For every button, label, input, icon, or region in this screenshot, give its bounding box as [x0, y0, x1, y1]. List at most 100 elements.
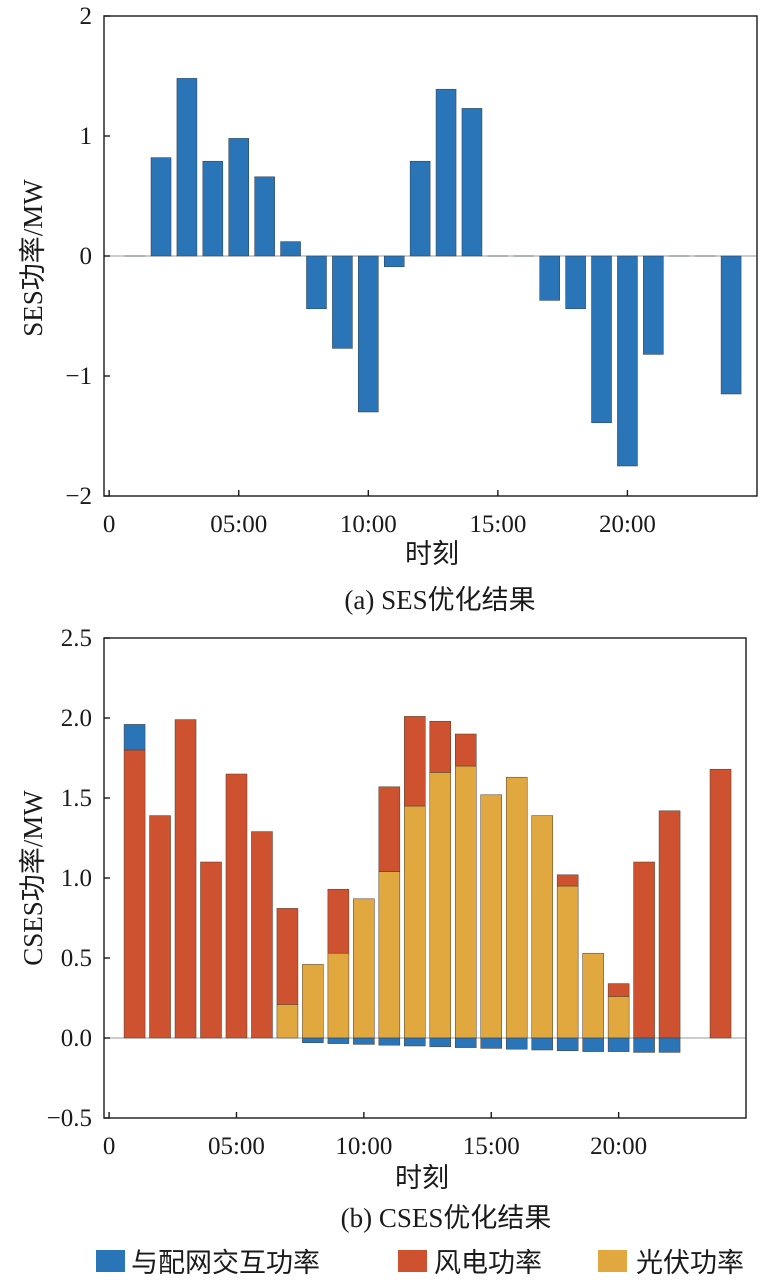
panel-a-plot-area: −2 −1 0 1 2 0 05:00 10:00 15:00 20:00 — [65, 3, 758, 538]
panel-a-xtick-label: 0 — [103, 511, 116, 538]
panel-b-xtick-label: 05:00 — [208, 1133, 265, 1160]
panel-a-bar-h5 — [228, 138, 249, 257]
panel-b-bar-s0-h11 — [378, 871, 401, 1039]
panel-b-bar-s2-h18 — [556, 1037, 579, 1052]
panel-a-caption: (a) SES优化结果 — [344, 585, 535, 615]
panel-b-xtick-label: 0 — [103, 1133, 116, 1160]
legend-label-grid: 与配网交互功率 — [131, 1248, 320, 1278]
panel-a-bar-h20 — [617, 255, 638, 467]
panel-b-bar-s1-h21 — [633, 861, 655, 1039]
legend: 与配网交互功率 风电功率 光伏功率 — [96, 1248, 744, 1278]
panel-b-ytick-label: 2.5 — [61, 625, 92, 652]
legend-label-wind: 风电功率 — [434, 1248, 542, 1278]
panel-a-bar-h13 — [435, 88, 457, 257]
panel-b-xlabel: 时刻 — [395, 1163, 449, 1193]
panel-b-bar-s1-h1 — [123, 749, 146, 1039]
panel-b-xtick-label: 20:00 — [590, 1133, 647, 1160]
panel-b-bar-s2-h15 — [480, 1037, 502, 1049]
panel-b-bar-s1-h6 — [251, 831, 273, 1039]
panel-b-bar-s1-h5 — [225, 773, 248, 1039]
panel-b-ytick-label: 1.5 — [61, 785, 92, 812]
legend-swatch-grid — [96, 1250, 125, 1272]
panel-b-bar-s2-h13 — [429, 1037, 452, 1048]
legend-item-pv: 光伏功率 — [598, 1248, 744, 1278]
panel-b-bar-s1-h12 — [404, 716, 426, 807]
panel-a-xlabel: 时刻 — [405, 539, 459, 569]
panel-b-bar-s2-h10 — [353, 1037, 375, 1045]
panel-a-bar-h2 — [150, 157, 172, 257]
panel-b-plot-area: −0.5 0.0 0.5 1.0 1.5 2.0 2.5 0 05:00 10:00 15:00 20… — [47, 625, 747, 1160]
legend-swatch-wind — [398, 1250, 427, 1272]
legend-item-wind: 风电功率 — [398, 1248, 542, 1278]
panel-b-bar-s1-h22 — [658, 810, 681, 1039]
panel-a-bar-h4 — [202, 160, 224, 257]
panel-b-bar-s0-h10 — [353, 898, 375, 1039]
panel-b-bar-s2-h21 — [633, 1037, 655, 1053]
panel-b-bar-s0-h18 — [556, 885, 579, 1039]
panel-b-bar-s2-h17 — [531, 1037, 553, 1051]
panel-b-bar-s0-h9 — [327, 952, 350, 1039]
panel-a: −2 −1 0 1 2 0 05:00 10:00 15:00 20:00 SES功率/MW 时刻… — [18, 3, 758, 615]
panel-b-bar-s1-h20 — [607, 983, 630, 997]
panel-a-ytick-label: −2 — [65, 483, 92, 510]
panel-b-ytick-label: −0.5 — [47, 1105, 92, 1132]
panel-b: −0.5 0.0 0.5 1.0 1.5 2.0 2.5 0 05:00 10:00 15:00 20… — [18, 625, 747, 1233]
panel-b-bar-s0-h14 — [455, 765, 477, 1039]
panel-b-bar-s0-h17 — [531, 815, 553, 1039]
panel-b-bar-s0-h16 — [505, 776, 528, 1039]
panel-a-xtick-label: 05:00 — [210, 511, 267, 538]
panel-b-bar-s1-h14 — [455, 733, 477, 767]
panel-a-bar-h12 — [409, 160, 431, 257]
panel-b-bar-s1-h18 — [556, 874, 579, 887]
panel-a-ytick-label: −1 — [65, 363, 92, 390]
panel-b-bar-s0-h12 — [404, 805, 426, 1039]
panel-a-bar-h14 — [461, 108, 483, 257]
panel-b-bar-s1-h4 — [200, 861, 222, 1039]
panel-a-bar-h9 — [332, 255, 353, 349]
panel-b-bar-s2-h14 — [455, 1037, 477, 1048]
panel-b-bar-s1-h13 — [429, 720, 452, 773]
panel-a-bar-h7 — [280, 241, 301, 257]
panel-a-bar-h11 — [383, 255, 405, 268]
panel-a-xtick-label: 20:00 — [599, 511, 656, 538]
legend-label-pv: 光伏功率 — [636, 1248, 744, 1278]
panel-b-bar-s2-h20 — [607, 1037, 630, 1052]
panel-b-bar-s2-h16 — [505, 1037, 528, 1050]
panel-b-bar-s0-h7 — [276, 1004, 299, 1039]
panel-b-bar-s1-h7 — [276, 908, 299, 1005]
panel-b-bar-s1-h24 — [709, 768, 732, 1039]
panel-b-ylabel: CSES功率/MW — [18, 790, 48, 966]
panel-b-bar-s2-h1 — [123, 724, 146, 751]
panel-b-bar-s0-h13 — [429, 772, 452, 1039]
panel-b-bar-s0-h20 — [607, 996, 630, 1039]
panel-a-ytick-label: 1 — [80, 123, 93, 150]
panel-a-bar-h18 — [565, 255, 586, 310]
panel-a-bar-h21 — [643, 255, 664, 355]
panel-a-ylabel: SES功率/MW — [18, 179, 48, 337]
panel-b-xtick-label: 15:00 — [463, 1133, 520, 1160]
panel-b-bar-s2-h22 — [658, 1037, 681, 1053]
panel-b-bar-s2-h9 — [327, 1037, 350, 1044]
panel-a-ytick-label: 2 — [80, 3, 93, 30]
panel-b-bar-s1-h11 — [378, 786, 401, 872]
legend-swatch-pv — [598, 1250, 627, 1272]
panel-b-bar-s0-h15 — [480, 794, 502, 1039]
panel-a-bar-h19 — [591, 255, 612, 424]
panel-b-bar-s0-h19 — [582, 952, 604, 1039]
panel-b-ytick-label: 2.0 — [61, 705, 92, 732]
panel-b-ytick-label: 0.0 — [61, 1025, 92, 1052]
panel-b-caption: (b) CSES优化结果 — [341, 1203, 552, 1233]
panel-a-ytick-label: 0 — [80, 243, 93, 270]
panel-b-bar-s1-h2 — [149, 815, 171, 1039]
panel-b-ytick-label: 1.0 — [61, 865, 92, 892]
panel-b-bar-s2-h8 — [302, 1037, 324, 1044]
panel-b-bar-s0-h8 — [302, 964, 324, 1039]
panel-b-xtick-label: 10:00 — [335, 1133, 392, 1160]
panel-a-xtick-label: 15:00 — [469, 511, 526, 538]
panel-a-bar-h8 — [306, 255, 327, 310]
panel-a-bar-h3 — [176, 78, 198, 257]
panel-b-bar-s2-h12 — [404, 1037, 426, 1047]
panel-b-bar-s1-h9 — [327, 888, 350, 954]
panel-a-bar-h6 — [254, 176, 275, 257]
